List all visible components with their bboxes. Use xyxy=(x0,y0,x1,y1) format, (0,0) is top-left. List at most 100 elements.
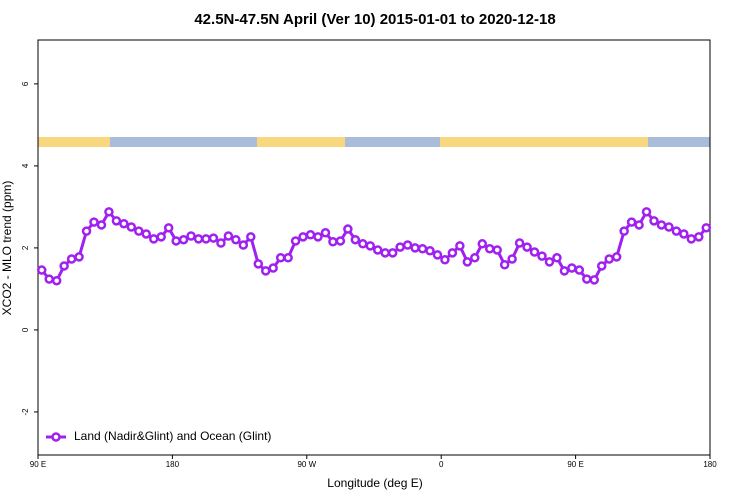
data-point xyxy=(328,237,338,247)
data-point xyxy=(148,234,159,244)
data-point xyxy=(671,226,682,236)
data-point xyxy=(664,222,674,232)
data-point xyxy=(537,251,547,261)
data-point xyxy=(104,207,114,217)
data-point xyxy=(268,263,278,273)
data-point xyxy=(141,229,152,239)
data-point xyxy=(507,254,517,264)
data-point xyxy=(201,234,211,244)
data-point xyxy=(582,274,592,284)
data-point xyxy=(440,255,450,265)
data-point xyxy=(387,248,398,258)
y-tick-label: 2 xyxy=(21,245,30,250)
data-point xyxy=(686,234,697,244)
data-point xyxy=(81,226,92,236)
data-point xyxy=(649,216,659,226)
legend-label: Land (Nadir&Glint) and Ocean (Glint) xyxy=(74,429,271,443)
data-point xyxy=(44,274,54,284)
data-point xyxy=(395,242,405,252)
data-point xyxy=(358,239,368,249)
data-point xyxy=(701,223,712,233)
data-point xyxy=(119,218,129,229)
y-tick-label: 0 xyxy=(21,327,30,332)
data-point xyxy=(89,217,99,227)
data-point xyxy=(499,259,510,270)
x-tick-label: 90 E xyxy=(567,460,583,469)
data-point xyxy=(126,222,137,232)
x-tick-label: 90 W xyxy=(297,460,316,469)
data-point xyxy=(66,254,77,264)
data-point xyxy=(246,232,256,242)
x-tick-label: 180 xyxy=(703,460,717,469)
x-tick-label: 0 xyxy=(439,460,444,469)
data-point xyxy=(611,252,622,262)
data-point xyxy=(462,257,473,267)
data-point xyxy=(380,248,390,258)
data-point xyxy=(298,232,308,242)
y-tick-label: 4 xyxy=(21,163,30,168)
legend-marker xyxy=(51,432,61,442)
data-point xyxy=(238,240,249,250)
data-point xyxy=(641,207,652,217)
data-point xyxy=(484,243,495,254)
data-point xyxy=(514,238,525,248)
data-point xyxy=(372,245,383,255)
data-point xyxy=(223,231,234,241)
data-point xyxy=(186,231,196,241)
data-point xyxy=(522,242,532,252)
data-point xyxy=(171,236,181,246)
data-point xyxy=(216,238,226,248)
data-point xyxy=(156,232,166,242)
y-tick-label: -2 xyxy=(21,408,30,416)
chart-title: 42.5N-47.5N April (Ver 10) 2015-01-01 to… xyxy=(194,11,555,28)
data-point xyxy=(589,275,600,285)
data-point xyxy=(365,241,376,251)
data-point xyxy=(567,263,577,273)
data-point xyxy=(343,224,353,234)
data-point xyxy=(634,220,644,230)
data-point xyxy=(552,253,562,263)
data-point xyxy=(574,265,585,275)
data-point xyxy=(178,234,189,245)
data-point xyxy=(455,241,465,251)
data-point xyxy=(51,275,62,286)
data-point xyxy=(425,246,435,256)
data-point xyxy=(596,261,607,271)
data-point xyxy=(59,261,69,271)
data-point xyxy=(290,236,301,246)
data-point xyxy=(320,227,331,238)
data-point xyxy=(350,234,361,245)
data-point xyxy=(208,233,219,243)
y-tick-label: 6 xyxy=(21,81,30,86)
data-point xyxy=(544,257,555,267)
y-axis-label: XCO2 - MLO trend (ppm) xyxy=(0,181,14,316)
data-point xyxy=(694,232,704,242)
data-point xyxy=(477,239,488,249)
data-point xyxy=(432,250,443,260)
data-point xyxy=(447,248,458,258)
data-point xyxy=(193,234,204,244)
data-point xyxy=(492,245,502,255)
data-point xyxy=(275,253,286,263)
data-point xyxy=(74,252,84,262)
data-point xyxy=(163,223,174,233)
data-point xyxy=(529,247,540,257)
x-tick-label: 180 xyxy=(166,460,180,469)
data-point xyxy=(679,229,689,239)
data-point xyxy=(656,220,667,230)
data-point xyxy=(134,226,144,236)
data-point xyxy=(283,253,293,263)
data-point xyxy=(470,253,480,263)
data-point xyxy=(313,232,323,242)
data-point xyxy=(626,217,637,227)
data-point xyxy=(260,266,271,276)
x-axis-label: Longitude (deg E) xyxy=(327,476,422,490)
data-point xyxy=(231,234,241,245)
data-point xyxy=(619,226,629,236)
x-tick-label: 90 E xyxy=(30,460,46,469)
data-point xyxy=(559,266,570,276)
data-point xyxy=(96,220,107,230)
data-point xyxy=(305,230,316,240)
data-point xyxy=(402,240,413,250)
